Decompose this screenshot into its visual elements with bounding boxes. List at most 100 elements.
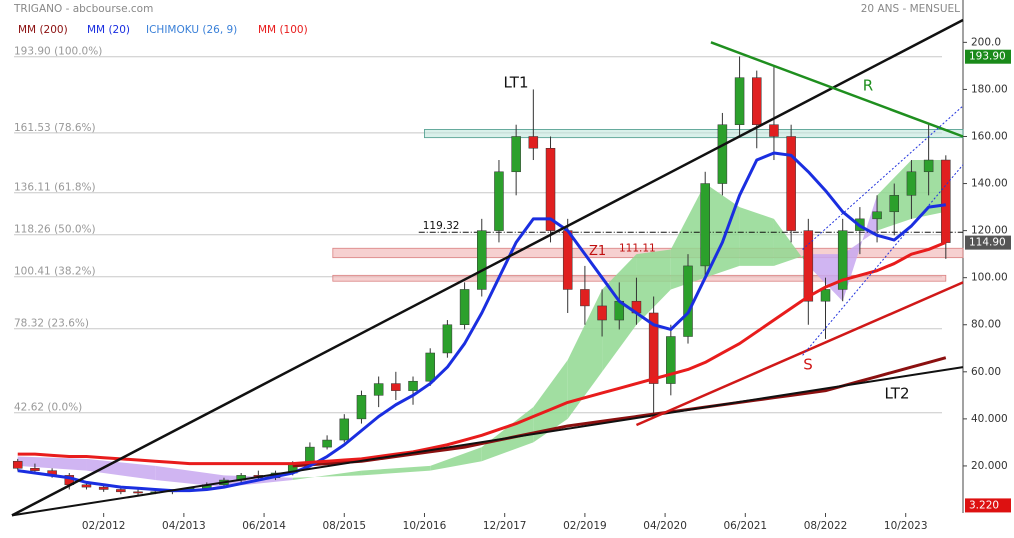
ichimoku-cloud	[842, 195, 878, 302]
trendline-label: S	[803, 356, 813, 374]
candle-body	[923, 159, 934, 173]
ichimoku-cloud	[705, 183, 740, 278]
ichimoku-cloud	[86, 458, 156, 481]
candle-body	[906, 171, 917, 196]
x-tick-label: 06/2014	[242, 520, 286, 532]
candle-body	[116, 489, 126, 493]
candle-body	[666, 336, 676, 384]
trendline-label: LT2	[885, 385, 910, 403]
y-tick-label: 180.00	[971, 83, 1008, 95]
candle-body	[872, 211, 882, 220]
legend-entry: MM (200)	[18, 24, 68, 36]
candle-body	[700, 183, 710, 267]
candle-body	[81, 484, 92, 488]
legend-entry: MM (20)	[87, 24, 130, 36]
y-tick-label: 200.0	[971, 36, 1001, 48]
candle-body	[494, 171, 504, 231]
y-tick-label: 40.000	[971, 413, 1008, 425]
candle-body	[580, 289, 590, 307]
ichimoku-cloud	[533, 360, 568, 443]
candle-body	[648, 312, 659, 384]
x-tick-label: 02/2019	[563, 520, 607, 532]
ichimoku-cloud	[670, 183, 706, 290]
fib-label: 136.11 (61.8%)	[14, 182, 96, 194]
ichimoku-cloud	[773, 218, 809, 266]
chart-subtitle: 20 ANS - MENSUEL	[861, 3, 960, 15]
x-tick-label: 06/2021	[723, 520, 767, 532]
fib-label: 193.90 (100.0%)	[14, 46, 102, 58]
candle-body	[889, 195, 900, 213]
y-tick-label: 100.00	[971, 272, 1008, 284]
candle-body	[442, 324, 453, 354]
y-tick-label: 20.000	[971, 460, 1008, 472]
last-price-box	[965, 235, 1011, 250]
fib-label: 118.26 (50.0%)	[14, 224, 96, 236]
legend-entry: ICHIMOKU (26, 9)	[146, 24, 237, 36]
candle-body	[717, 124, 728, 184]
candle-body	[803, 230, 814, 302]
candle-body	[373, 383, 384, 396]
ichimoku-cloud	[636, 249, 671, 325]
legend-entry: MM (100)	[258, 24, 308, 36]
x-tick-label: 08/2015	[322, 520, 366, 532]
fib-label: 100.41 (38.2%)	[14, 266, 96, 278]
x-tick-label: 08/2022	[804, 520, 848, 532]
volume-box	[965, 498, 1011, 513]
candle-body	[941, 159, 951, 243]
candle-body	[339, 418, 350, 441]
high-price-box-label: 193.90	[969, 51, 1006, 63]
candle-body	[511, 136, 521, 173]
zone-label: Z1	[589, 244, 606, 259]
x-tick-label: 10/2016	[403, 520, 447, 532]
candle-body	[769, 124, 779, 137]
ichimoku-cloud	[155, 465, 224, 488]
moving-average	[17, 240, 947, 466]
candle-body	[752, 77, 762, 125]
ichimoku-cloud	[430, 447, 482, 471]
trendline	[635, 281, 964, 427]
candle-body	[837, 230, 848, 290]
ichimoku-cloud	[361, 465, 431, 476]
candle-body	[356, 395, 367, 420]
candle-body	[425, 352, 435, 382]
candle-body	[408, 380, 418, 391]
candle-body	[459, 289, 470, 325]
ichimoku-cloud	[567, 289, 603, 419]
trendline-label: LT1	[504, 74, 529, 92]
candle-body	[12, 460, 23, 469]
candle-body	[98, 486, 109, 490]
candle-body	[30, 468, 40, 471]
trendline-label: R	[863, 77, 873, 95]
candle-body	[820, 289, 831, 302]
fib-label: 42.62 (0.0%)	[14, 402, 82, 414]
fib-label: 78.32 (23.6%)	[14, 318, 89, 330]
candle-body	[545, 148, 556, 231]
y-tick-label: 80.00	[971, 319, 1001, 331]
y-tick-label: 160.00	[971, 130, 1008, 142]
high-price-box	[965, 49, 1011, 64]
ichimoku-cloud	[739, 207, 774, 266]
candle-body	[562, 230, 573, 290]
trendline	[710, 41, 964, 138]
y-tick-label: 140.00	[971, 178, 1008, 190]
trendline	[11, 18, 964, 517]
candle-body	[133, 491, 143, 494]
y-tick-label: 120.00	[971, 225, 1008, 237]
x-tick-label: 12/2017	[483, 520, 527, 532]
x-tick-label: 02/2012	[82, 520, 126, 532]
candle-body	[322, 439, 332, 448]
level-label: 119.32	[423, 220, 460, 232]
candle-body	[528, 136, 539, 149]
x-tick-label: 10/2023	[884, 520, 928, 532]
channel-line	[802, 164, 964, 356]
candle-body	[597, 305, 607, 321]
candle-body	[734, 77, 745, 125]
zone	[424, 129, 964, 139]
ichimoku-cloud	[292, 470, 362, 481]
last-price-box-label: 114.90	[969, 237, 1006, 249]
zone-value: 111.11	[619, 243, 656, 255]
candle-body	[683, 265, 693, 337]
x-tick-label: 04/2013	[162, 520, 206, 532]
x-tick-label: 04/2020	[643, 520, 687, 532]
